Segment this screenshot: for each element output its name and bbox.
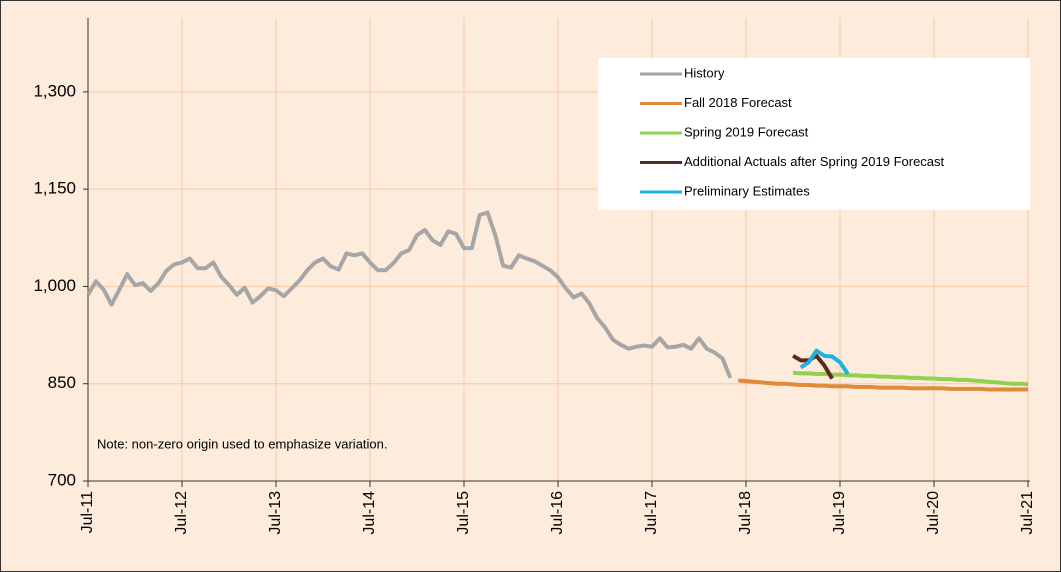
x-tick-label: Jul-20: [925, 491, 942, 535]
x-tick-label: Jul-21: [1019, 491, 1036, 535]
y-tick-label: 1,150: [33, 179, 76, 198]
legend-label: History: [684, 65, 725, 80]
x-tick-label: Jul-18: [737, 491, 754, 535]
series-line: [86, 210, 733, 379]
series-line: [738, 378, 1028, 392]
x-tick-label: Jul-11: [79, 491, 96, 533]
x-tick-label: Jul-13: [267, 491, 284, 535]
x-tick-label: Jul-14: [361, 491, 378, 535]
legend-label: Spring 2019 Forecast: [684, 124, 809, 139]
note: Note: non-zero origin used to emphasize …: [97, 436, 388, 451]
x-tick-label: Jul-19: [831, 491, 848, 535]
series-line: [792, 370, 1029, 387]
legend-label: Additional Actuals after Spring 2019 For…: [684, 154, 945, 169]
x-tick-label: Jul-15: [455, 491, 472, 535]
legend-label: Preliminary Estimates: [684, 183, 810, 198]
legend-label: Fall 2018 Forecast: [684, 95, 792, 110]
y-tick-label: 850: [48, 373, 76, 392]
x-tick-label: Jul-17: [643, 491, 660, 535]
y-tick-label: 1,000: [33, 276, 76, 295]
series-line: [799, 348, 850, 376]
x-tick-label: Jul-16: [549, 491, 566, 535]
y-tick-label: 700: [48, 470, 76, 489]
x-tick-label: Jul-12: [173, 491, 190, 535]
y-tick-label: 1,300: [33, 81, 76, 100]
